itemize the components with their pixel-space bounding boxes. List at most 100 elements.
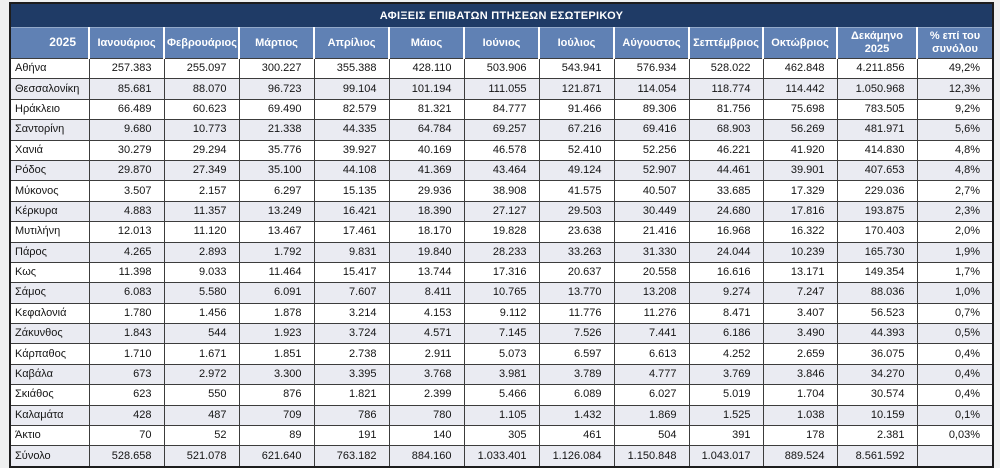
value-cell: 7.247 <box>762 282 838 304</box>
value-cell: 6.091 <box>238 282 315 304</box>
value-cell: 16.968 <box>688 221 764 243</box>
value-cell: 3.768 <box>388 363 465 386</box>
row-label: Κάρπαθος <box>9 343 90 365</box>
ten-month-total-cell: 481.971 <box>836 119 918 141</box>
value-cell: 88.070 <box>163 78 240 100</box>
table-row: Άκτιο 70 52 89 191 140 305 461 504 391 178 2.381 0,0… <box>9 425 994 447</box>
ten-month-total-cell: 4.211.856 <box>836 57 918 80</box>
row-label: Ζάκυνθος <box>9 323 90 345</box>
value-cell: 4.252 <box>688 343 764 365</box>
value-cell: 114.442 <box>762 78 838 100</box>
value-cell: 3.981 <box>463 363 540 386</box>
value-cell: 41.575 <box>538 180 615 202</box>
value-cell: 876 <box>238 384 315 406</box>
value-cell: 44.335 <box>313 119 390 141</box>
value-cell: 9.680 <box>88 119 165 141</box>
value-cell: 6.027 <box>613 384 690 406</box>
row-label: Κως <box>9 261 90 284</box>
value-cell: 504 <box>613 425 690 447</box>
value-cell: 29.936 <box>388 180 465 202</box>
table-row: Θεσσαλονίκη 85.681 88.070 96.723 99.104 101.1… <box>9 78 994 100</box>
value-cell: 1.150.848 <box>613 445 690 468</box>
row-label: Καλαμάτα <box>9 404 90 427</box>
value-cell: 543.941 <box>538 57 615 80</box>
value-cell: 40.169 <box>388 139 465 161</box>
value-cell: 621.640 <box>238 445 315 468</box>
value-cell: 1.821 <box>313 384 390 406</box>
table-row: Ηράκλειο 66.489 60.623 69.490 82.579 81.321 84… <box>9 98 994 121</box>
row-label: Χανιά <box>9 139 90 161</box>
percent-cell: 2,3% <box>916 200 994 223</box>
value-cell: 44.461 <box>688 159 764 182</box>
value-cell: 101.194 <box>388 78 465 100</box>
ten-month-total-cell: 8.561.592 <box>836 445 918 468</box>
value-cell: 255.097 <box>163 57 240 80</box>
ten-month-total-cell: 30.574 <box>836 384 918 406</box>
percent-cell: 1,0% <box>916 282 994 304</box>
value-cell: 39.927 <box>313 139 390 161</box>
value-cell: 17.329 <box>762 180 838 202</box>
table-title-row: ΑΦΙΞΕΙΣ ΕΠΙΒΑΤΩΝ ΠΤΗΣΕΩΝ ΕΣΩΤΕΡΙΚΟΥ <box>10 3 994 28</box>
value-cell: 81.321 <box>388 98 465 121</box>
value-cell: 52.410 <box>538 139 615 161</box>
value-cell: 84.777 <box>463 98 540 121</box>
value-cell: 709 <box>238 404 315 427</box>
value-cell: 763.182 <box>313 445 390 468</box>
value-cell: 49.124 <box>538 159 615 182</box>
value-cell: 69.257 <box>463 119 540 141</box>
ten-month-total-cell: 149.354 <box>836 261 918 284</box>
value-cell: 1.923 <box>238 323 315 345</box>
value-cell: 85.681 <box>88 78 165 100</box>
value-cell: 3.724 <box>313 323 390 345</box>
value-cell: 31.330 <box>613 241 690 263</box>
row-label: Σκιάθος <box>9 384 90 406</box>
value-cell: 33.263 <box>538 241 615 263</box>
domestic-arrivals-table: ΑΦΙΞΕΙΣ ΕΠΙΒΑΤΩΝ ΠΤΗΣΕΩΝ ΕΣΩΤΕΡΙΚΟΥ 2025… <box>9 2 995 468</box>
value-cell: 257.383 <box>88 57 165 80</box>
value-cell: 300.227 <box>238 57 315 80</box>
percent-cell: 2,7% <box>916 180 994 202</box>
table-row: Καλαμάτα 428 487 709 786 780 1.105 1.432 1.869 1.… <box>9 404 994 427</box>
value-cell: 8.411 <box>388 282 465 304</box>
value-cell: 9.831 <box>313 241 390 263</box>
value-cell: 23.638 <box>538 221 615 243</box>
value-cell: 30.449 <box>613 200 690 223</box>
percent-cell: 2,0% <box>916 221 994 243</box>
table-row: Μύκονος 3.507 2.157 6.297 15.135 29.936 38.908… <box>9 180 994 202</box>
percent-cell <box>916 445 994 468</box>
value-cell: 576.934 <box>613 57 690 80</box>
value-cell: 67.216 <box>538 119 615 141</box>
value-cell: 4.571 <box>388 323 465 345</box>
value-cell: 1.432 <box>538 404 615 427</box>
value-cell: 1.710 <box>88 343 165 365</box>
value-cell: 889.524 <box>762 445 838 468</box>
column-header-3: Μάρτιος <box>238 27 314 59</box>
value-cell: 487 <box>163 404 240 427</box>
value-cell: 33.685 <box>688 180 764 202</box>
value-cell: 6.613 <box>613 343 690 365</box>
ten-month-total-cell: 88.036 <box>836 282 918 304</box>
value-cell: 13.744 <box>388 261 465 284</box>
ten-month-total-cell: 1.050.968 <box>836 78 918 100</box>
ten-month-total-cell: 414.830 <box>836 139 918 161</box>
value-cell: 91.466 <box>538 98 615 121</box>
value-cell: 6.297 <box>238 180 315 202</box>
value-cell: 46.578 <box>463 139 540 161</box>
value-cell: 121.871 <box>538 78 615 100</box>
value-cell: 462.848 <box>762 57 838 80</box>
value-cell: 391 <box>688 425 764 447</box>
value-cell: 96.723 <box>238 78 315 100</box>
value-cell: 69.416 <box>613 119 690 141</box>
value-cell: 3.395 <box>313 363 390 386</box>
value-cell: 1.780 <box>88 302 165 325</box>
column-header-5: Μάιος <box>388 27 464 59</box>
value-cell: 2.893 <box>163 241 240 263</box>
table-row: Ζάκυνθος 1.843 544 1.923 3.724 4.571 7.145 7.52… <box>9 323 994 345</box>
value-cell: 29.294 <box>163 139 240 161</box>
row-label: Μύκονος <box>9 180 90 202</box>
value-cell: 27.127 <box>463 200 540 223</box>
ten-month-total-cell: 56.523 <box>836 302 918 325</box>
value-cell: 1.525 <box>688 404 764 427</box>
value-cell: 428 <box>88 404 165 427</box>
value-cell: 11.120 <box>163 221 240 243</box>
